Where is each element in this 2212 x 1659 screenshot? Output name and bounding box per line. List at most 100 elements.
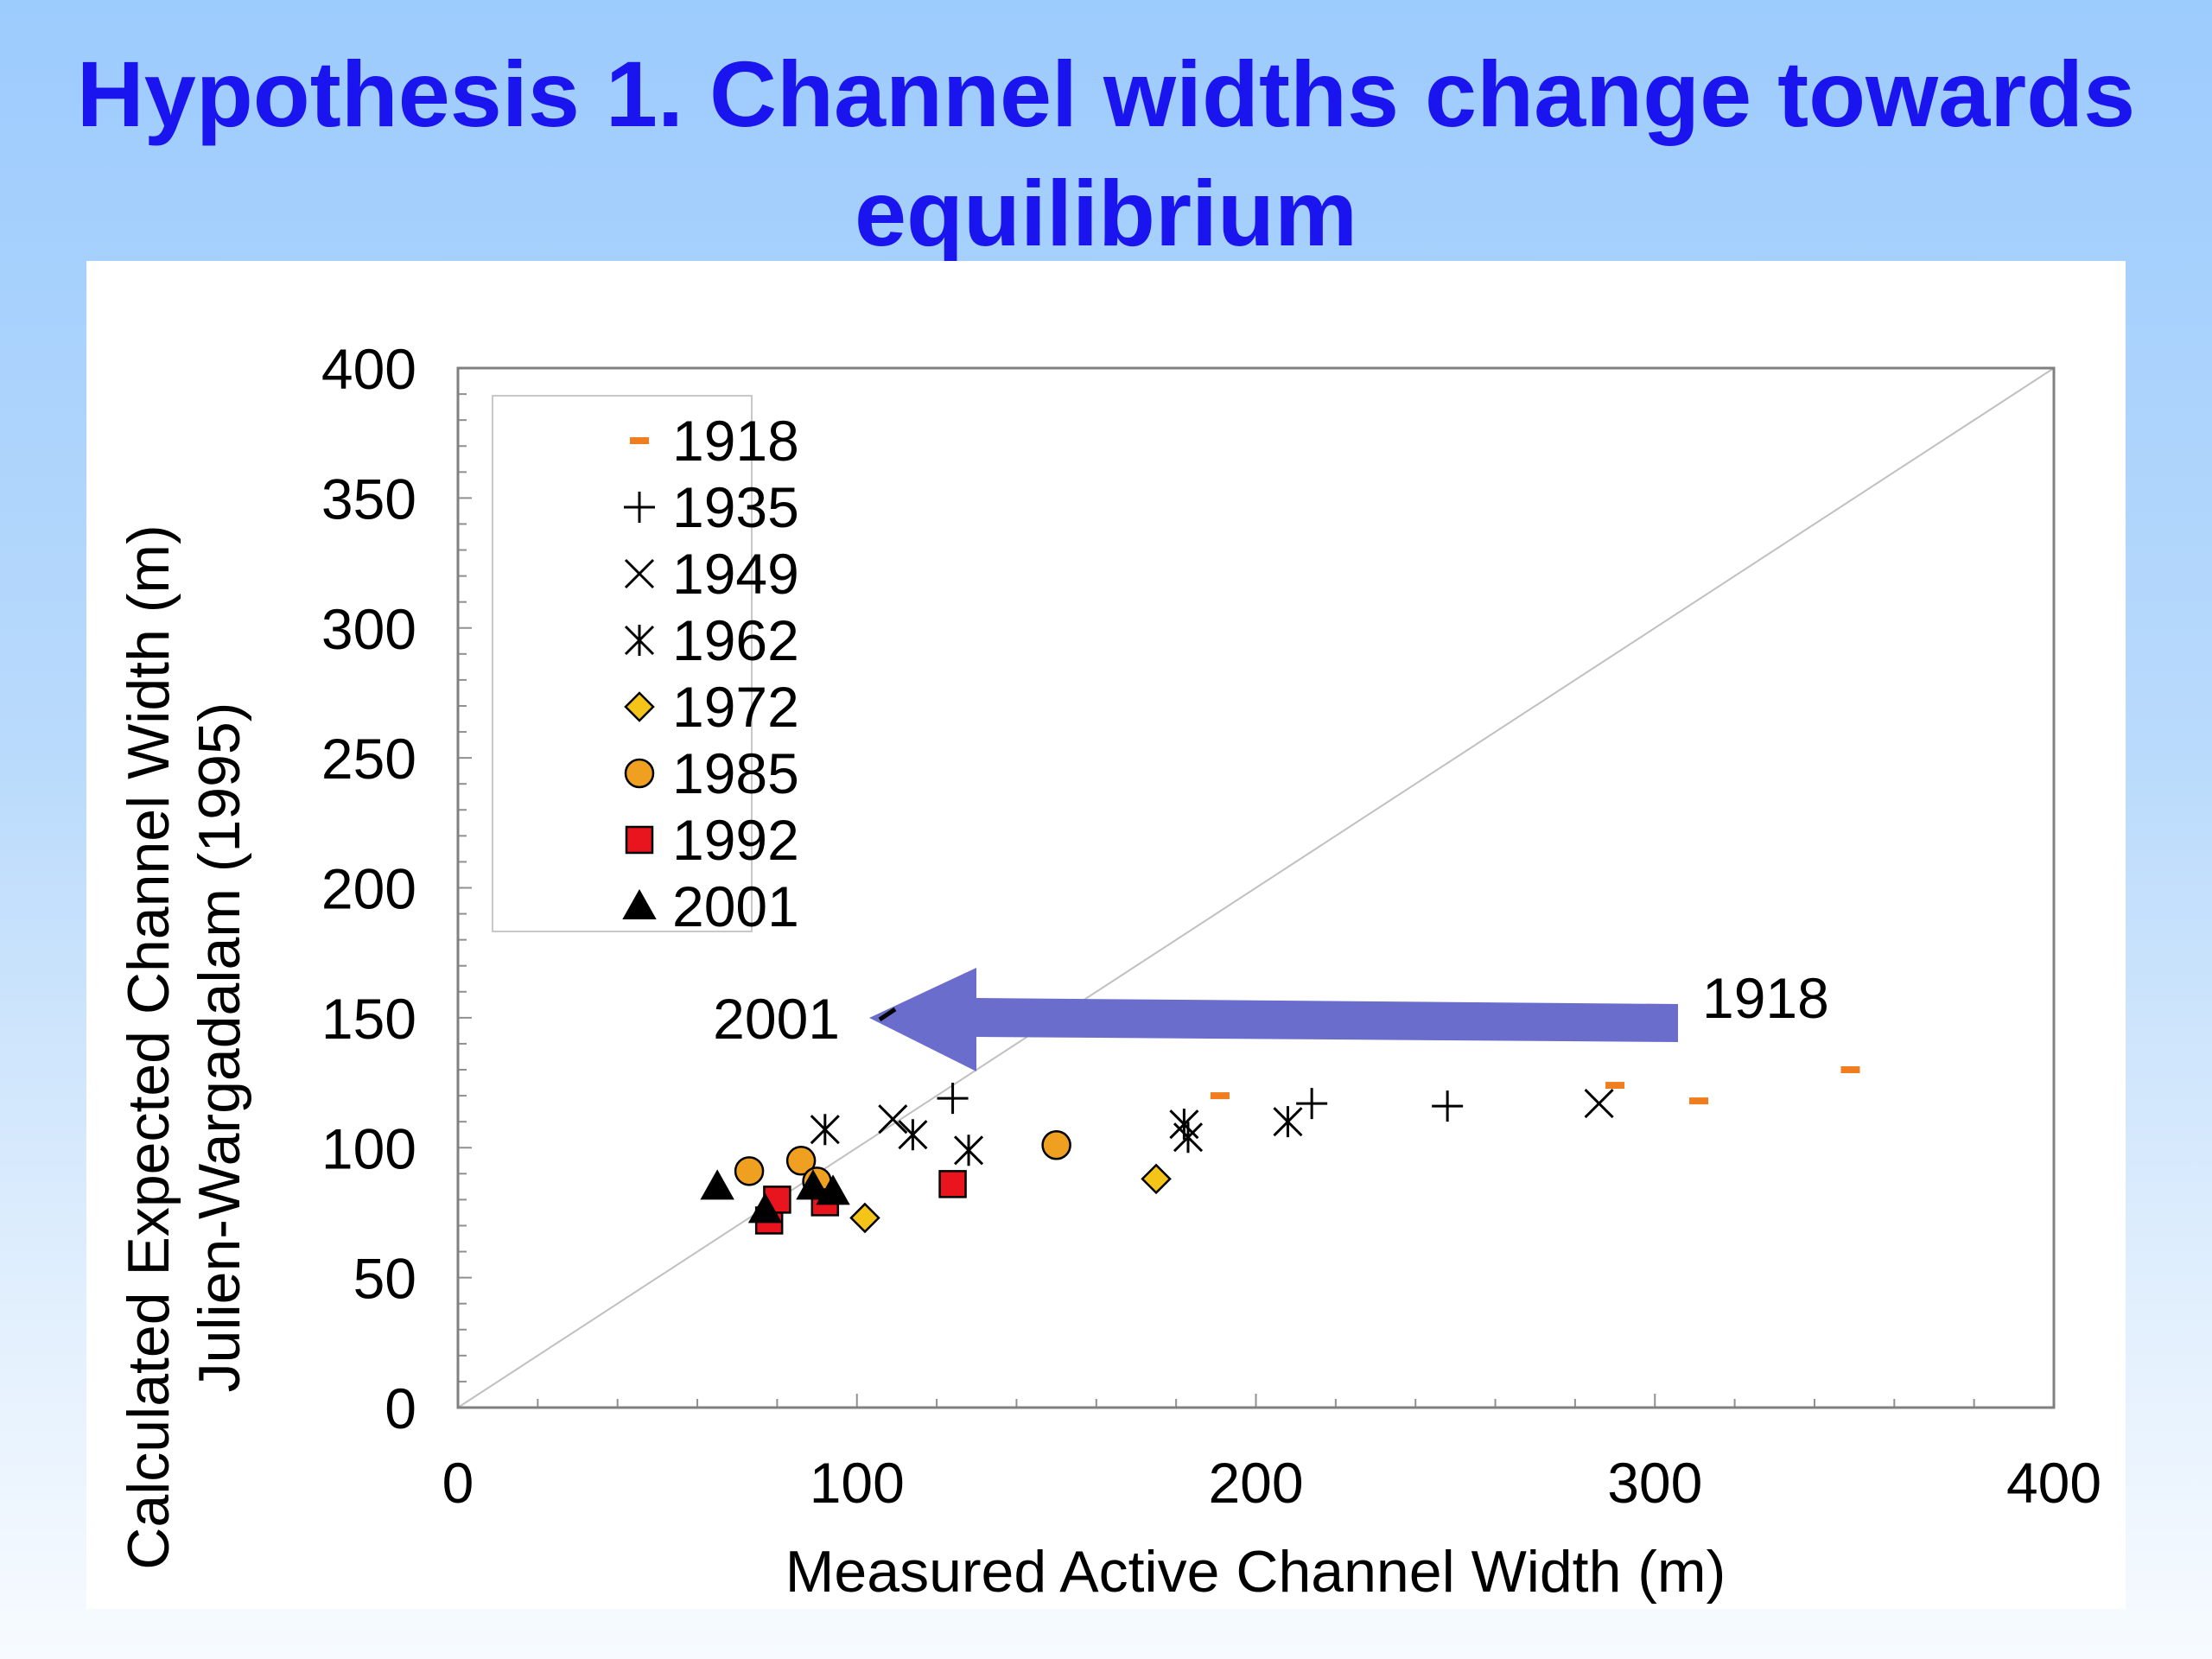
- marker-shape: [734, 1156, 765, 1186]
- marker-shape: [700, 1169, 734, 1200]
- reference-1to1-line: [457, 367, 2055, 1408]
- legend-marker-1962: [624, 625, 655, 656]
- data-point-1935: [1296, 1088, 1328, 1120]
- data-point-1962: [953, 1135, 984, 1166]
- slide-title-line2: equilibrium: [854, 161, 1358, 265]
- marker-shape: [1605, 1082, 1625, 1090]
- marker-shape: [1840, 1066, 1860, 1074]
- marker-shape: [1432, 1090, 1464, 1122]
- y-tick-label: 250: [321, 727, 416, 791]
- legend-label: 1985: [672, 741, 799, 805]
- legend-marker-1992: [625, 825, 654, 855]
- marker-shape: [849, 1202, 880, 1234]
- legend-marker-1949: [624, 558, 655, 589]
- x-tick-label: 100: [810, 1451, 905, 1515]
- marker-shape: [938, 1170, 967, 1198]
- marker-shape: [1689, 1097, 1709, 1105]
- x-tick-label: 0: [442, 1451, 474, 1515]
- marker-shape: [953, 1135, 984, 1166]
- marker-shape: [624, 625, 655, 656]
- x-axis-label: Measured Active Channel Width (m): [785, 1539, 1726, 1605]
- y-tick-label: 350: [321, 467, 416, 531]
- marker-shape: [747, 1192, 783, 1224]
- legend-box: [492, 395, 753, 932]
- marker-shape: [625, 825, 654, 855]
- y-tick-label: 200: [321, 857, 416, 921]
- marker-shape: [630, 437, 649, 444]
- data-point-1918: [1840, 1066, 1860, 1074]
- legend-label: 1935: [672, 475, 799, 539]
- marker-shape: [1584, 1089, 1614, 1119]
- tick-marks: [457, 367, 2055, 1408]
- marker-shape: [1210, 1092, 1230, 1100]
- marker-shape: [1273, 1106, 1303, 1138]
- data-point-1949: [878, 1104, 908, 1135]
- scatter-chart: 0 50 100 150 200 250 300 350 400 0 100 200 300 400 C…: [116, 337, 2101, 1605]
- y-tick-label: 100: [321, 1116, 416, 1180]
- y-axis-label: Calculated Expected Channel Width (m): [116, 524, 181, 1569]
- x-tick-label: 300: [1607, 1451, 1702, 1515]
- trend-arrow: [869, 968, 1678, 1071]
- legend-label: 1972: [672, 675, 799, 739]
- data-point-1972: [849, 1202, 880, 1234]
- marker-shape: [785, 1146, 817, 1176]
- marker-shape: [1296, 1088, 1328, 1120]
- data-point-1985: [785, 1146, 817, 1176]
- x-tick-labels: 0 100 200 300 400: [442, 1451, 2101, 1515]
- marker-shape: [796, 1169, 830, 1200]
- marker-shape: [937, 1083, 969, 1115]
- legend-marker-1935: [624, 492, 655, 523]
- data-point-1935: [1432, 1090, 1464, 1122]
- arrow-tip-mark: [878, 1007, 897, 1022]
- legend-marker-2001: [622, 888, 657, 919]
- data-point-1962: [1273, 1106, 1303, 1138]
- marker-shape: [1141, 1163, 1172, 1195]
- data-point-2001: [747, 1192, 783, 1224]
- data-point-1918: [1210, 1092, 1230, 1100]
- marker-shape: [816, 1174, 850, 1205]
- y-tick-label: 300: [321, 597, 416, 661]
- legend-marker-1972: [624, 691, 655, 722]
- data-point-1972: [1141, 1163, 1172, 1195]
- data-point-1918: [1605, 1082, 1625, 1090]
- arrow-start-label: 1918: [1702, 966, 1829, 1030]
- legend-label: 1949: [672, 542, 799, 606]
- legend-label: 1962: [672, 608, 799, 672]
- marker-shape: [1041, 1129, 1071, 1160]
- y-axis-label-line2: Julien-Wargadalam (1995): [187, 702, 252, 1393]
- marker-shape: [624, 558, 655, 589]
- legend-label: 1992: [672, 808, 799, 872]
- chart-panel: 0 50 100 150 200 250 300 350 400 0 100 200 300 400 C…: [86, 261, 2126, 1609]
- y-tick-labels: 0 50 100 150 200 250 300 350 400: [321, 337, 416, 1440]
- data-point-2001: [700, 1169, 734, 1200]
- marker-shape: [898, 1119, 928, 1151]
- legend-label: 2001: [672, 874, 799, 938]
- slide-title-line1: Hypothesis 1. Channel widths change towa…: [76, 41, 2136, 146]
- legend-marker-1918: [630, 437, 649, 444]
- data-point-1949: [1584, 1089, 1614, 1119]
- y-tick-label: 150: [321, 987, 416, 1051]
- data-points: [700, 1066, 1860, 1235]
- marker-shape: [1173, 1122, 1204, 1154]
- marker-shape: [622, 888, 657, 919]
- arrow-end-label: 2001: [713, 987, 840, 1051]
- data-point-1962: [898, 1119, 928, 1151]
- data-point-1918: [1689, 1097, 1709, 1105]
- x-tick-label: 200: [1208, 1451, 1303, 1515]
- plot-area-frame: [456, 366, 2056, 1409]
- data-point-1985: [734, 1156, 765, 1186]
- marker-shape: [624, 691, 655, 722]
- slide-title: Hypothesis 1. Channel widths change towa…: [0, 35, 2212, 273]
- x-tick-label: 400: [2006, 1451, 2101, 1515]
- data-point-1962: [810, 1114, 840, 1146]
- marker-shape: [810, 1114, 840, 1146]
- marker-shape: [878, 1104, 908, 1135]
- legend-label: 1918: [672, 409, 799, 473]
- legend-marker-1985: [624, 758, 655, 789]
- data-point-1985: [1041, 1129, 1071, 1160]
- data-point-1992: [938, 1170, 967, 1198]
- y-tick-label: 50: [353, 1247, 416, 1311]
- marker-shape: [624, 758, 655, 789]
